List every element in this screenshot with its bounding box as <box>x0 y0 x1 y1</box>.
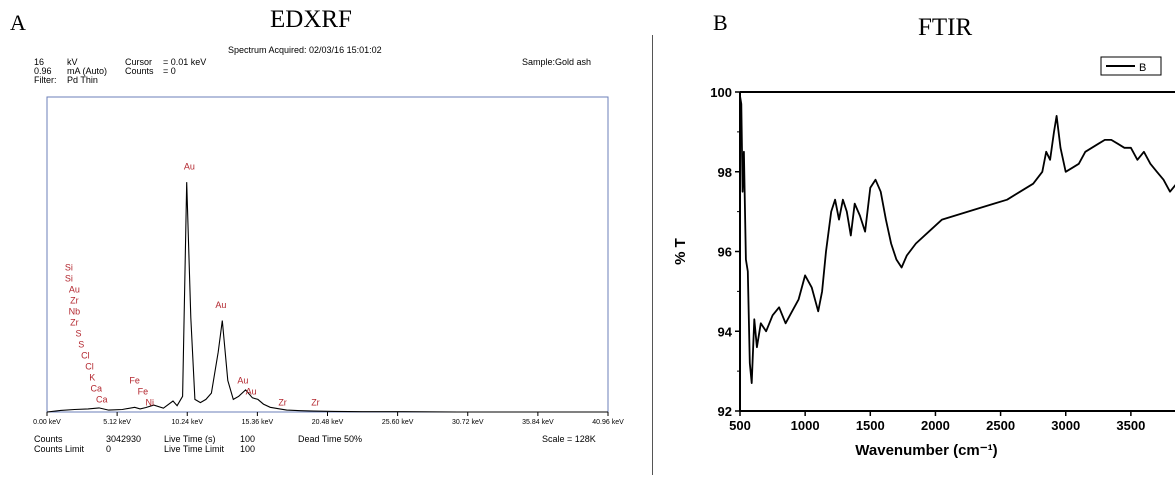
edxrf-peak-label: Si <box>65 262 73 272</box>
edxrf-x-tick-label: 15.36 keV <box>242 419 274 426</box>
edxrf-peak-label: Au <box>237 376 248 386</box>
dead-time: Dead Time 50% <box>298 434 363 444</box>
kv-value: 16 <box>34 57 45 67</box>
edxrf-peak-label: Zr <box>311 398 320 408</box>
edxrf-peak-label: Cl <box>85 361 94 371</box>
edxrf-peak-label: Au <box>246 387 257 397</box>
ftir-y-tick-label: 100 <box>710 85 732 100</box>
panel-a-letter: A <box>10 10 26 35</box>
cursor-value: = 0.01 keV <box>163 57 207 67</box>
edxrf-peak-label: Zr <box>70 317 79 327</box>
header-row-3: Filter: Pd Thin <box>34 75 98 85</box>
edxrf-peak-label: Zr <box>278 398 287 408</box>
panel-b-letter: B <box>713 10 728 35</box>
filter-label: Filter: <box>34 75 57 85</box>
edxrf-peak-label: Ca <box>91 384 103 394</box>
spectrum-acquired: Spectrum Acquired: 02/03/16 15:01:02 <box>228 45 382 55</box>
footer-counts-value: 3042930 <box>106 434 142 444</box>
edxrf-spectrum-line <box>46 182 608 413</box>
ftir-y-tick-label: 92 <box>718 404 732 419</box>
ftir-x-tick-label: 3000 <box>1051 418 1080 433</box>
edxrf-peak-label: Zr <box>70 295 79 305</box>
ma-label: mA (Auto) <box>67 66 108 76</box>
edxrf-x-tick-label: 0.00 keV <box>33 419 61 426</box>
ftir-x-tick-label: 1000 <box>791 418 820 433</box>
ftir-y-axis-label: % T <box>672 238 689 265</box>
panel-b-title: FTIR <box>918 14 973 41</box>
ftir-x-axis-label: Wavenumber (cm⁻¹) <box>855 442 997 459</box>
ftir-x-tick-label: 500 <box>729 418 751 433</box>
counts-label: Counts <box>125 66 154 76</box>
edxrf-peak-label: Au <box>215 300 226 310</box>
edxrf-peak-label: Fe <box>129 376 140 386</box>
edxrf-x-tick-label: 20.48 keV <box>312 419 344 426</box>
footer-row-1: Counts 3042930 Live Time (s) 100 <box>34 434 255 444</box>
header-row-2: 0.96 mA (Auto) Counts = 0 <box>34 66 176 76</box>
ftir-y-tick-label: 98 <box>718 165 732 180</box>
counts-limit-label: Counts Limit <box>34 444 85 454</box>
edxrf-peak-label: K <box>89 373 95 383</box>
edxrf-plot-frame <box>46 96 609 413</box>
kv-label: kV <box>67 57 78 67</box>
ftir-x-tick-label: 2000 <box>921 418 950 433</box>
live-time-label: Live Time (s) <box>164 434 216 444</box>
edxrf-peak-label: Nb <box>69 306 81 316</box>
edxrf-peak-label: Au <box>184 161 195 171</box>
live-time-limit-value: 100 <box>240 444 256 454</box>
live-time-limit-label: Live Time Limit <box>164 444 225 454</box>
ma-value: 0.96 <box>34 66 52 76</box>
edxrf-peak-label: Si <box>65 273 73 283</box>
edxrf-x-tick-label: 10.24 keV <box>171 419 203 426</box>
edxrf-x-tick-label: 30.72 keV <box>452 419 484 426</box>
ftir-x-tick-label: 1500 <box>856 418 885 433</box>
cursor-label: Cursor <box>125 57 153 67</box>
panel-a-title: EDXRF <box>270 6 352 33</box>
live-time-value: 100 <box>240 434 256 444</box>
edxrf-x-tick-label: 5.12 keV <box>103 419 131 426</box>
edxrf-peak-label: S <box>75 328 81 338</box>
edxrf-chart: 0.00 keV 5.12 keV 10.24 keV 15.36 keV 20.48 … <box>33 96 624 426</box>
edxrf-peak-label: S <box>78 339 84 349</box>
edxrf-x-tick-label: 35.84 keV <box>522 419 554 426</box>
ftir-y-tick-label: 94 <box>718 324 733 339</box>
header-row-1: 16 kV Cursor = 0.01 keV <box>34 57 206 67</box>
ftir-legend-label: B <box>1139 62 1146 74</box>
edxrf-x-tick-label: 25.60 keV <box>382 419 414 426</box>
edxrf-peak-label: Au <box>69 284 80 294</box>
counts-limit-value: 0 <box>106 444 112 454</box>
footer-row-2: Counts Limit 0 Live Time Limit 100 <box>34 444 255 454</box>
ftir-transmittance-line <box>739 95 1175 385</box>
ftir-x-tick-label: 3500 <box>1116 418 1145 433</box>
ftir-x-tick-label: 2500 <box>986 418 1015 433</box>
panel-divider <box>652 35 653 475</box>
sample-label: Sample:Gold ash <box>522 57 592 67</box>
edxrf-peak-label: Cl <box>81 350 90 360</box>
edxrf-peak-label: Ni <box>145 398 154 408</box>
filter-value: Pd Thin <box>67 75 98 85</box>
footer-counts-label: Counts <box>34 434 63 444</box>
edxrf-peak-label: Fe <box>138 387 149 397</box>
ftir-chart: 92 94 96 98 100 500 1000 1500 2000 2500 3000 3500 Wa… <box>672 56 1175 459</box>
ftir-y-tick-label: 96 <box>718 245 732 260</box>
edxrf-peak-label: Ca <box>96 395 108 405</box>
counts-value: = 0 <box>163 66 176 76</box>
edxrf-x-tick-label: 40.96 keV <box>592 419 624 426</box>
scale-label: Scale = 128K <box>542 434 596 444</box>
ftir-legend: B <box>1100 56 1162 76</box>
